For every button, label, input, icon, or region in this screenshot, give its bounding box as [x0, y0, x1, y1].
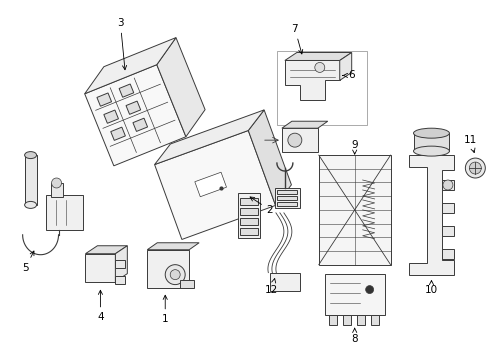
Bar — [240, 218, 258, 225]
Circle shape — [365, 285, 373, 293]
Polygon shape — [126, 101, 141, 114]
Text: 6: 6 — [342, 71, 354, 80]
Bar — [328, 315, 336, 325]
Bar — [269, 273, 299, 291]
Text: 8: 8 — [351, 328, 357, 345]
Text: 5: 5 — [22, 251, 34, 273]
Bar — [276, 50, 366, 125]
Polygon shape — [133, 118, 147, 131]
Polygon shape — [285, 53, 351, 60]
Polygon shape — [154, 110, 264, 165]
Bar — [370, 315, 378, 325]
Bar — [276, 190, 296, 194]
Text: 1: 1 — [162, 295, 168, 324]
Polygon shape — [281, 121, 327, 128]
Polygon shape — [281, 128, 317, 152]
Polygon shape — [339, 53, 351, 80]
Circle shape — [287, 133, 301, 147]
Polygon shape — [115, 246, 127, 282]
Polygon shape — [441, 226, 453, 236]
Bar — [318, 155, 390, 265]
Ellipse shape — [413, 128, 448, 138]
Bar — [240, 208, 258, 215]
Ellipse shape — [24, 152, 37, 159]
Bar — [238, 193, 260, 238]
Circle shape — [314, 62, 324, 72]
Text: 9: 9 — [351, 140, 357, 154]
Polygon shape — [285, 60, 339, 100]
Bar — [342, 315, 350, 325]
Polygon shape — [85, 254, 115, 282]
Bar — [324, 274, 384, 315]
Text: 2: 2 — [249, 197, 273, 215]
Text: 4: 4 — [97, 290, 103, 323]
Bar — [180, 280, 194, 288]
Polygon shape — [119, 84, 134, 97]
Bar — [274, 188, 299, 208]
Text: 3: 3 — [117, 18, 126, 70]
Bar — [147, 250, 189, 288]
Polygon shape — [441, 249, 453, 259]
Polygon shape — [154, 131, 275, 239]
Polygon shape — [84, 37, 176, 94]
Ellipse shape — [413, 146, 448, 156]
Bar — [413, 133, 448, 151]
Bar — [50, 183, 62, 197]
Polygon shape — [408, 155, 453, 275]
Bar — [276, 196, 296, 200]
Polygon shape — [441, 180, 453, 190]
Polygon shape — [85, 246, 127, 254]
Bar — [356, 315, 364, 325]
Text: 11: 11 — [463, 135, 476, 153]
Bar — [115, 260, 125, 268]
Circle shape — [468, 162, 480, 174]
Polygon shape — [248, 110, 291, 206]
Polygon shape — [84, 65, 185, 166]
Bar — [115, 276, 125, 284]
Polygon shape — [147, 243, 199, 250]
Text: 7: 7 — [291, 24, 302, 54]
Polygon shape — [441, 203, 453, 213]
Text: 10: 10 — [424, 280, 437, 294]
Polygon shape — [194, 172, 226, 197]
Circle shape — [51, 178, 61, 188]
Circle shape — [465, 158, 484, 178]
Bar — [240, 198, 258, 205]
Bar — [276, 202, 296, 206]
Circle shape — [442, 180, 452, 190]
Polygon shape — [157, 37, 204, 137]
Polygon shape — [103, 110, 118, 123]
Bar — [240, 228, 258, 235]
Polygon shape — [97, 93, 111, 106]
Bar — [24, 155, 37, 205]
Circle shape — [165, 265, 185, 285]
Polygon shape — [110, 127, 125, 140]
Bar — [45, 195, 83, 230]
Text: 12: 12 — [265, 279, 278, 294]
Circle shape — [170, 270, 180, 280]
Ellipse shape — [24, 201, 37, 208]
